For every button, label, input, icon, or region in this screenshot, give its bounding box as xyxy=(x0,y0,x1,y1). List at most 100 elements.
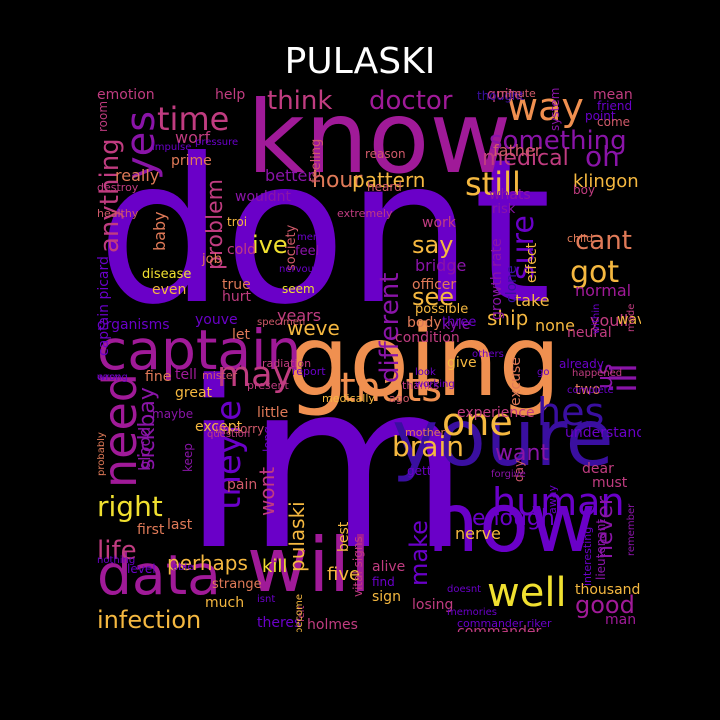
cloud-word: tell xyxy=(175,367,197,383)
cloud-word: keep xyxy=(181,442,195,472)
cloud-word: wouldnt xyxy=(235,189,292,205)
cloud-word: captain picard xyxy=(97,255,112,356)
cloud-word: disease xyxy=(142,267,192,282)
cloud-word: ship xyxy=(487,306,529,330)
cloud-word: much xyxy=(205,595,245,611)
cloud-word: thats xyxy=(340,365,443,411)
cloud-word: hurt xyxy=(222,289,251,305)
cloud-word: man xyxy=(605,612,637,628)
cloud-word: two xyxy=(575,382,601,398)
cloud-word: youre xyxy=(392,394,614,484)
cloud-word: take xyxy=(515,291,550,310)
cloud-word: enough xyxy=(472,506,555,531)
cloud-word: great xyxy=(175,385,213,401)
cloud-word: work xyxy=(422,215,456,231)
cloud-word: klingon xyxy=(573,171,639,192)
cloud-word: cant xyxy=(575,226,632,256)
cloud-word: maybe xyxy=(152,407,194,421)
cloud-word: must xyxy=(592,475,628,491)
cloud-word: true xyxy=(222,277,251,293)
cloud-word: growth rate xyxy=(489,238,505,321)
cloud-word: see xyxy=(412,283,455,311)
cloud-word: except xyxy=(195,419,243,435)
cloud-word: friend xyxy=(597,99,633,113)
cloud-word: medical xyxy=(482,146,569,171)
cloud-word: experience xyxy=(457,405,535,421)
cloud-word: away xyxy=(546,485,559,515)
cloud-word: even xyxy=(152,282,187,298)
cloud-word: data xyxy=(97,543,221,607)
cloud-word: will xyxy=(247,521,371,609)
cloud-word: officer xyxy=(412,277,457,293)
cloud-word: may xyxy=(217,355,294,395)
cloud-word: way xyxy=(507,88,584,129)
cloud-word: ago xyxy=(389,392,410,405)
cloud-word: now xyxy=(427,476,597,571)
cloud-word: made xyxy=(626,303,637,332)
cloud-word: dear xyxy=(582,461,614,477)
cloud-word: doctor xyxy=(369,88,453,116)
cloud-word: youve xyxy=(195,312,238,328)
cloud-word: different xyxy=(375,272,405,384)
cloud-word: say xyxy=(412,231,454,259)
cloud-word: kill xyxy=(262,556,288,577)
cloud-word: room xyxy=(97,100,110,132)
cloud-word: holmes xyxy=(307,617,358,632)
cloud-word: wave xyxy=(617,312,641,328)
cloud-word: good xyxy=(575,591,635,619)
cloud-word: forgive xyxy=(491,469,526,480)
cloud-word: cold xyxy=(227,242,257,258)
cloud-word: commander xyxy=(457,624,542,632)
cloud-word: minute xyxy=(497,88,536,100)
cloud-word: men xyxy=(297,232,320,243)
cloud-word: let xyxy=(232,327,250,343)
cloud-word: five xyxy=(327,564,361,585)
cloud-word: troi xyxy=(227,215,248,229)
cloud-word: sign xyxy=(372,589,401,605)
cloud-word: neural xyxy=(567,325,612,341)
cloud-word: right xyxy=(97,490,163,523)
cloud-word: im sorry xyxy=(215,422,265,436)
cloud-word: infection xyxy=(97,606,202,632)
cloud-word: child xyxy=(567,232,594,245)
cloud-word: normal xyxy=(575,281,632,300)
cloud-word: want xyxy=(495,441,550,466)
cloud-word: extremely xyxy=(337,207,393,220)
cloud-word: reason xyxy=(365,147,406,161)
cloud-word: complete xyxy=(567,385,614,396)
cloud-word: doesnt xyxy=(447,584,482,595)
cloud-word: report xyxy=(292,365,326,378)
cloud-word: fine xyxy=(145,369,172,385)
cloud-word: anything xyxy=(97,138,125,253)
cloud-word: present xyxy=(247,379,289,392)
cloud-word: one xyxy=(442,400,513,444)
cloud-word: come xyxy=(597,115,631,129)
cloud-word: whats xyxy=(489,187,531,203)
cloud-word: thousand xyxy=(575,582,641,598)
word-cloud: dont im going know youre now will captain data we… xyxy=(97,88,641,632)
cloud-word: losing xyxy=(412,597,454,613)
cloud-word: still xyxy=(465,165,521,203)
cloud-word: best xyxy=(336,521,352,552)
cloud-word: effect xyxy=(524,243,540,284)
cloud-word: others xyxy=(472,349,504,360)
cloud-word: commander riker xyxy=(457,617,552,630)
cloud-word: within xyxy=(591,303,602,334)
cloud-word: pressure xyxy=(195,137,239,148)
cloud-word: excuse xyxy=(508,357,524,407)
cloud-word: already xyxy=(559,357,604,371)
cloud-word: got xyxy=(570,255,620,290)
cloud-word: happened xyxy=(572,368,623,379)
cloud-word: condition xyxy=(395,330,460,346)
cloud-word: risk xyxy=(492,202,516,217)
cloud-word: brain xyxy=(392,430,464,463)
cloud-word: body xyxy=(407,315,442,331)
cloud-word: better xyxy=(265,166,314,185)
cloud-word: im xyxy=(182,334,470,601)
cloud-word: seem xyxy=(282,282,315,296)
cloud-word: youll xyxy=(590,311,629,330)
cloud-word: emotion xyxy=(97,88,155,103)
cloud-word: find xyxy=(372,575,395,589)
cloud-word: specimen xyxy=(257,317,306,328)
